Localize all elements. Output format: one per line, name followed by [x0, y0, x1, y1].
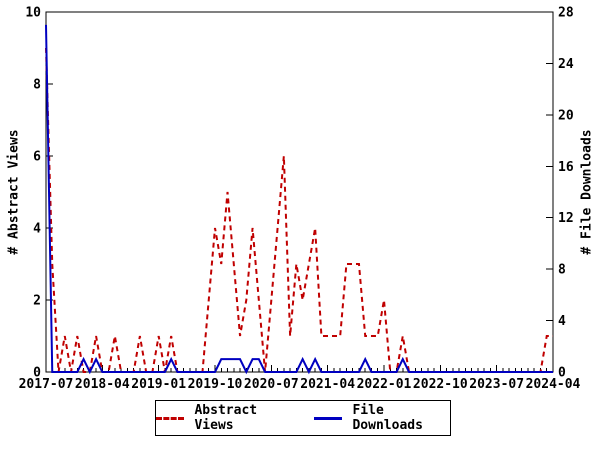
svg-text:8: 8 — [33, 78, 41, 93]
solid-line-sample-icon — [314, 416, 343, 420]
svg-text:2022-01: 2022-01 — [357, 377, 412, 392]
data-series — [45, 24, 553, 375]
svg-text:2018-04: 2018-04 — [75, 377, 130, 392]
y-axis-label-left: # Abstract Views — [6, 129, 22, 255]
svg-text:12: 12 — [558, 211, 574, 226]
svg-text:20: 20 — [558, 108, 574, 123]
svg-text:10: 10 — [25, 6, 41, 21]
svg-text:2024-04: 2024-04 — [526, 377, 581, 392]
axes — [45, 11, 554, 373]
svg-text:2019-10: 2019-10 — [188, 377, 243, 392]
svg-text:2023-07: 2023-07 — [469, 377, 524, 392]
legend-item-file-downloads: File Downloads — [314, 403, 450, 433]
svg-text:2019-01: 2019-01 — [131, 377, 186, 392]
legend-item-abstract-views: Abstract Views — [156, 403, 292, 433]
svg-text:4: 4 — [558, 314, 566, 329]
legend-label-file-downloads: File Downloads — [352, 403, 423, 433]
legend-label-abstract-views: Abstract Views — [194, 403, 258, 433]
series-line-abstract-views — [45, 47, 553, 373]
svg-text:2022-10: 2022-10 — [413, 377, 468, 392]
svg-text:0: 0 — [558, 366, 566, 381]
svg-text:28: 28 — [558, 6, 574, 21]
svg-text:2017-07: 2017-07 — [19, 377, 74, 392]
svg-text:2021-04: 2021-04 — [300, 377, 355, 392]
svg-text:2020-07: 2020-07 — [244, 377, 299, 392]
axis-ticks — [45, 11, 554, 373]
svg-text:24: 24 — [558, 57, 574, 72]
series-line-file-downloads — [45, 24, 553, 375]
legend: Abstract Views File Downloads — [155, 400, 451, 436]
svg-text:0: 0 — [33, 366, 41, 381]
dashed-line-sample-icon — [156, 416, 185, 420]
axis-tick-labels: 2017-07 2018-04 2019-01 2019-10 2020-07 2021-… — [19, 6, 581, 393]
svg-text:4: 4 — [33, 222, 41, 237]
svg-text:16: 16 — [558, 160, 574, 175]
y-axis-label-right: # File Downloads — [579, 129, 595, 255]
svg-text:8: 8 — [558, 263, 566, 278]
svg-text:6: 6 — [33, 150, 41, 165]
svg-text:2: 2 — [33, 294, 41, 309]
